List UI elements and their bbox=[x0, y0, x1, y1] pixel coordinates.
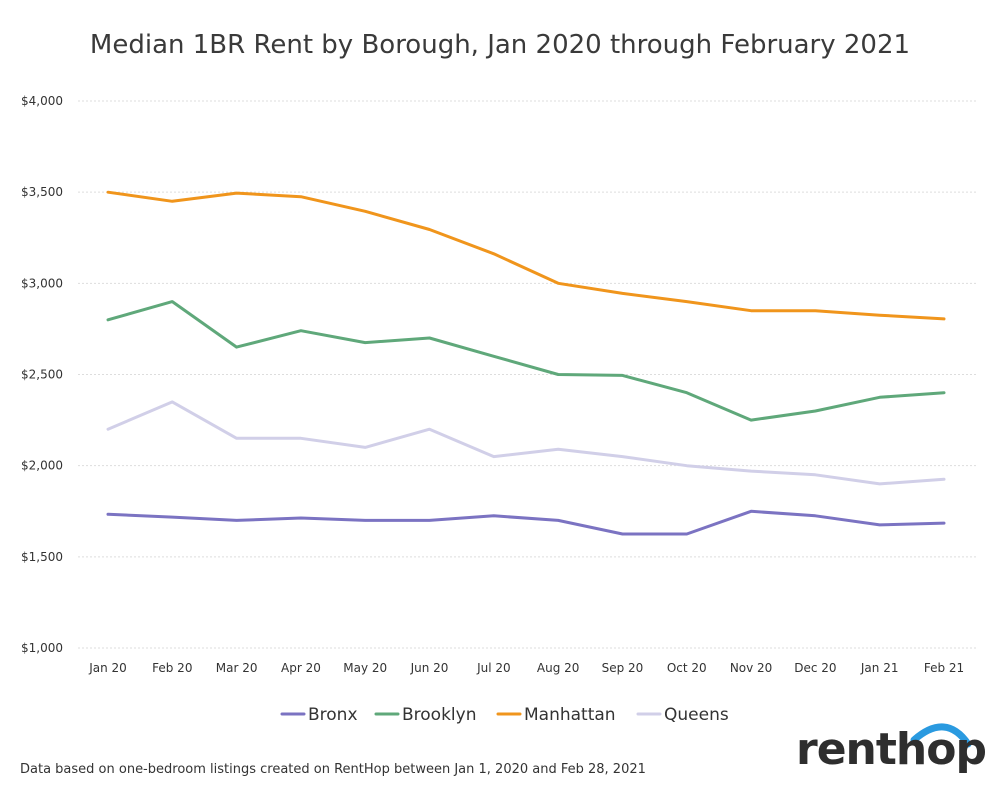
series-line-brooklyn bbox=[106, 300, 946, 422]
x-tick-label: Jun 20 bbox=[410, 661, 449, 675]
x-tick-label: Feb 21 bbox=[924, 661, 964, 675]
y-tick-label: $2,500 bbox=[21, 368, 63, 382]
chart-title: Median 1BR Rent by Borough, Jan 2020 thr… bbox=[89, 30, 911, 60]
legend-label-brooklyn: Brooklyn bbox=[402, 705, 476, 725]
x-tick-label: May 20 bbox=[343, 661, 387, 675]
y-tick-label: $3,500 bbox=[21, 185, 63, 199]
x-tick-label: Apr 20 bbox=[281, 661, 321, 675]
x-tick-label: Jan 20 bbox=[88, 661, 127, 675]
legend-label-bronx: Bronx bbox=[308, 705, 358, 725]
logo-roof-icon bbox=[910, 723, 972, 748]
x-tick-label: Dec 20 bbox=[794, 661, 836, 675]
x-tick-label: Aug 20 bbox=[537, 661, 580, 675]
y-axis-ticks: $1,000 $1,500 $2,000 $2,500 $3,000 $3,500 $4,0… bbox=[21, 94, 63, 655]
logo-text: renthop bbox=[796, 724, 987, 775]
x-tick-label: Mar 20 bbox=[216, 661, 258, 675]
y-tick-label: $3,000 bbox=[21, 276, 63, 290]
series-line-queens bbox=[106, 400, 946, 486]
y-tick-label: $2,000 bbox=[21, 459, 63, 473]
y-tick-label: $1,500 bbox=[21, 550, 63, 564]
x-tick-label: Nov 20 bbox=[730, 661, 773, 675]
renthop-logo: renthop bbox=[796, 718, 987, 782]
x-tick-label: Feb 20 bbox=[152, 661, 192, 675]
legend: Bronx Brooklyn Manhattan Queens bbox=[280, 705, 729, 725]
legend-label-queens: Queens bbox=[664, 705, 729, 725]
series-line-bronx bbox=[106, 509, 946, 536]
legend-label-manhattan: Manhattan bbox=[524, 705, 616, 725]
y-tick-label: $4,000 bbox=[21, 94, 63, 108]
x-tick-label: Jul 20 bbox=[476, 661, 511, 675]
x-tick-label: Oct 20 bbox=[667, 661, 707, 675]
x-tick-label: Jan 21 bbox=[860, 661, 899, 675]
x-tick-label: Sep 20 bbox=[602, 661, 644, 675]
series-line-manhattan bbox=[106, 190, 946, 321]
series-lines bbox=[106, 190, 946, 536]
gridlines bbox=[78, 100, 978, 649]
y-tick-label: $1,000 bbox=[21, 641, 63, 655]
footnote: Data based on one-bedroom listings creat… bbox=[20, 762, 646, 777]
x-axis-ticks: Jan 20 Feb 20 Mar 20 Apr 20 May 20 Jun 20 Jul … bbox=[88, 661, 964, 675]
